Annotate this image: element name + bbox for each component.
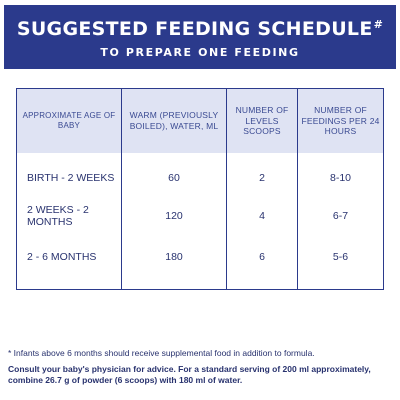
feedings-cell: 6-7 <box>297 197 384 235</box>
age-cell: 2 - 6 MONTHS <box>16 235 122 290</box>
banner-subtitle: TO PREPARE ONE FEEDING <box>100 46 300 59</box>
water-cell: 180 <box>121 235 227 290</box>
physician-advice-note: Consult your baby's physician for advice… <box>8 364 371 386</box>
banner-title: SUGGESTED FEEDING SCHEDULE# <box>16 18 384 40</box>
feeding-schedule-table: APPROXIMATE AGE OF BABY WARM (PREVIOUSLY… <box>16 88 384 290</box>
header-scoops: NUMBER OF LEVELS SCOOPS <box>226 88 298 153</box>
header-feedings: NUMBER OF FEEDINGS PER 24 HOURS <box>297 88 384 153</box>
age-cell: BIRTH - 2 WEEKS <box>16 153 122 197</box>
table-header-row: APPROXIMATE AGE OF BABY WARM (PREVIOUSLY… <box>16 88 384 153</box>
table-row: BIRTH - 2 WEEKS 60 2 8-10 <box>16 153 384 197</box>
table-row: 2 WEEKS - 2 MONTHS 120 4 6-7 <box>16 197 384 235</box>
header-water: WARM (PREVIOUSLY BOILED), WATER, ML <box>121 88 227 153</box>
scoops-cell: 4 <box>226 197 298 235</box>
schedule-banner: SUGGESTED FEEDING SCHEDULE# TO PREPARE O… <box>4 5 396 69</box>
banner-title-text: SUGGESTED FEEDING SCHEDULE <box>16 18 373 40</box>
scoops-cell: 6 <box>226 235 298 290</box>
table-row: 2 - 6 MONTHS 180 6 5-6 <box>16 235 384 290</box>
feedings-cell: 5-6 <box>297 235 384 290</box>
scoops-cell: 2 <box>226 153 298 197</box>
banner-title-mark: # <box>373 18 384 31</box>
age-cell: 2 WEEKS - 2 MONTHS <box>16 197 122 235</box>
water-cell: 60 <box>121 153 227 197</box>
feedings-cell: 8-10 <box>297 153 384 197</box>
water-cell: 120 <box>121 197 227 235</box>
header-age: APPROXIMATE AGE OF BABY <box>16 88 122 153</box>
supplemental-food-footnote: * Infants above 6 months should receive … <box>8 348 315 358</box>
